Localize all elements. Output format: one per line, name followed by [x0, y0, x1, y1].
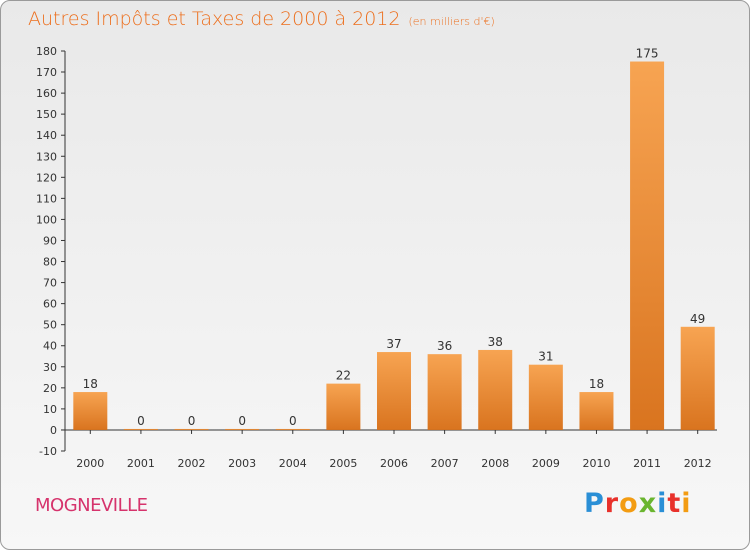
y-tick-label: 10	[43, 403, 57, 416]
bar-value-label: 31	[538, 350, 553, 364]
bar-value-label: 0	[188, 414, 196, 428]
chart-title-text: Autres Impôts et Taxes de 2000 à 2012	[28, 8, 401, 30]
y-tick-label: 140	[36, 129, 57, 142]
y-tick-label: 110	[36, 192, 57, 205]
y-tick-label: 120	[36, 171, 57, 184]
y-tick-label: 50	[43, 319, 57, 332]
x-tick-label: 2008	[481, 457, 509, 470]
bar-value-label: 0	[137, 414, 145, 428]
bar-value-label: 49	[690, 312, 705, 326]
x-tick-label: 2006	[380, 457, 408, 470]
x-tick-label: 2005	[329, 457, 357, 470]
x-tick-label: 2004	[279, 457, 307, 470]
y-tick-label: 100	[36, 213, 57, 226]
bar-value-label: 38	[488, 335, 503, 349]
chart-title-unit: (en milliers d'€)	[408, 15, 495, 28]
bar	[174, 428, 209, 430]
y-tick-label: 0	[50, 424, 57, 437]
bar-value-label: 0	[238, 414, 246, 428]
x-tick-label: 2003	[228, 457, 256, 470]
bar	[579, 392, 614, 430]
bar	[275, 428, 310, 430]
logo-letter: P	[584, 488, 605, 519]
logo-letter: i	[681, 488, 692, 519]
chart-bars	[73, 61, 715, 430]
y-tick-label: 160	[36, 87, 57, 100]
y-tick-label: 60	[43, 298, 57, 311]
x-tick-label: 2012	[684, 457, 712, 470]
y-tick-label: 180	[36, 45, 57, 58]
bar-value-label: 22	[336, 369, 351, 383]
x-tick-label: 2000	[76, 457, 104, 470]
x-tick-label: 2002	[178, 457, 206, 470]
x-tick-label: 2001	[127, 457, 155, 470]
bar	[630, 61, 665, 430]
bar	[326, 383, 361, 430]
y-tick-label: 80	[43, 256, 57, 269]
bar-value-label: 36	[437, 339, 452, 353]
bar	[427, 354, 462, 430]
bar	[680, 326, 715, 430]
bar-value-label: 0	[289, 414, 297, 428]
x-tick-label: 2007	[431, 457, 459, 470]
bar	[528, 364, 563, 430]
logo-letter: o	[619, 488, 639, 519]
y-tick-label: 170	[36, 66, 57, 79]
chart-data-labels: 18 0 0 0 0 22 37 36 38 31 18 175 49	[83, 47, 706, 428]
bar	[478, 349, 513, 430]
y-tick-label: 70	[43, 277, 57, 290]
y-tick-label: 40	[43, 340, 57, 353]
logo-letter: r	[604, 488, 620, 519]
bar	[225, 428, 260, 430]
x-tick-label: 2010	[582, 457, 610, 470]
proxiti-logo: Proxiti	[584, 488, 692, 519]
y-tick-label: 30	[43, 361, 57, 374]
y-tick-label: -10	[39, 445, 57, 458]
town-name: MOGNEVILLE	[35, 495, 148, 516]
logo-letter: x	[638, 488, 658, 519]
bar	[123, 428, 158, 430]
bar-value-label: 18	[83, 377, 98, 391]
bar-value-label: 37	[386, 337, 401, 351]
bar-value-label: 175	[636, 47, 659, 61]
chart-axes: -10 0 10 20 30 40 50 60 70 80 90 100 110 120 130 140 150…	[36, 45, 717, 470]
x-tick-label: 2009	[532, 457, 560, 470]
x-tick-label: 2011	[633, 457, 661, 470]
bar	[73, 392, 108, 430]
logo-letter: i	[657, 488, 668, 519]
y-tick-label: 130	[36, 150, 57, 163]
y-tick-label: 90	[43, 234, 57, 247]
bar-value-label: 18	[589, 377, 604, 391]
y-tick-label: 150	[36, 108, 57, 121]
chart-title: Autres Impôts et Taxes de 2000 à 2012 (en…	[28, 8, 495, 30]
logo-letter: t	[667, 488, 682, 519]
bar	[377, 352, 411, 430]
y-tick-label: 20	[43, 382, 57, 395]
